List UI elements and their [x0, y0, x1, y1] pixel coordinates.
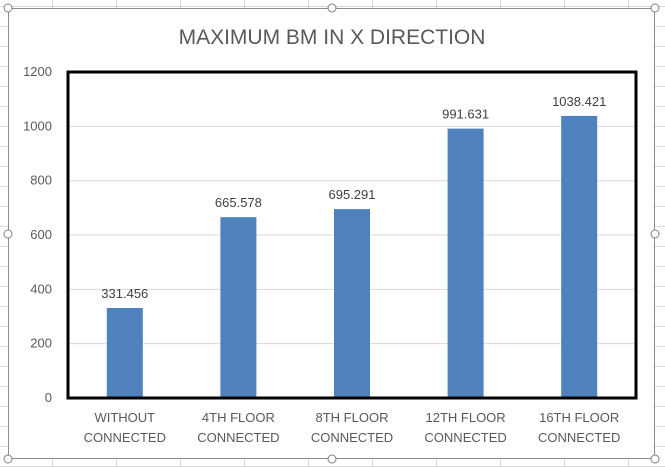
resize-handle-bottom-right[interactable] [650, 454, 660, 464]
bar[interactable] [334, 209, 370, 398]
x-category-label: 12TH FLOOR [426, 410, 506, 425]
x-category-label: CONNECTED [197, 430, 279, 445]
x-category-label: 8TH FLOOR [316, 410, 389, 425]
resize-handle-middle-right[interactable] [650, 229, 660, 239]
y-axis-tick-labels: 0 200 400 600 800 1000 1200 [23, 64, 52, 405]
x-category-label: WITHOUT [94, 410, 155, 425]
y-tick-label: 1000 [23, 118, 52, 133]
x-category-label: 4TH FLOOR [202, 410, 275, 425]
plot-area-border [66, 70, 638, 400]
data-label: 331.456 [101, 286, 148, 301]
bar[interactable] [561, 115, 598, 398]
bars [106, 115, 598, 398]
data-label: 991.631 [442, 107, 489, 122]
resize-handle-top-middle[interactable] [327, 3, 337, 13]
y-tick-label: 800 [30, 173, 52, 188]
data-label: 695.291 [329, 187, 376, 202]
x-category-label: 16TH FLOOR [539, 410, 619, 425]
y-tick-label: 0 [45, 390, 52, 405]
x-category-label: CONNECTED [538, 430, 620, 445]
data-labels: 331.456 665.578 695.291 991.631 1038.421 [101, 94, 606, 301]
x-category-label: CONNECTED [424, 430, 506, 445]
x-category-label: CONNECTED [84, 430, 166, 445]
bar[interactable] [447, 128, 484, 398]
data-label: 1038.421 [552, 94, 606, 109]
chart-title: MAXIMUM BM IN X DIRECTION [179, 26, 486, 49]
resize-handle-middle-left[interactable] [3, 229, 13, 239]
y-tick-label: 1200 [23, 64, 52, 79]
y-tick-label: 200 [30, 336, 52, 351]
bar[interactable] [106, 307, 143, 398]
y-tick-label: 400 [30, 281, 52, 296]
data-label: 665.578 [215, 195, 262, 210]
resize-handle-top-right[interactable] [650, 3, 660, 13]
bar[interactable] [220, 217, 257, 398]
resize-handle-bottom-middle[interactable] [327, 454, 337, 464]
x-category-label: CONNECTED [311, 430, 393, 445]
y-tick-label: 600 [30, 227, 52, 242]
x-axis-category-labels: WITHOUT CONNECTED 4TH FLOOR CONNECTED 8TH FL… [84, 410, 621, 445]
resize-handle-bottom-left[interactable] [3, 454, 13, 464]
resize-handle-top-left[interactable] [3, 3, 13, 13]
